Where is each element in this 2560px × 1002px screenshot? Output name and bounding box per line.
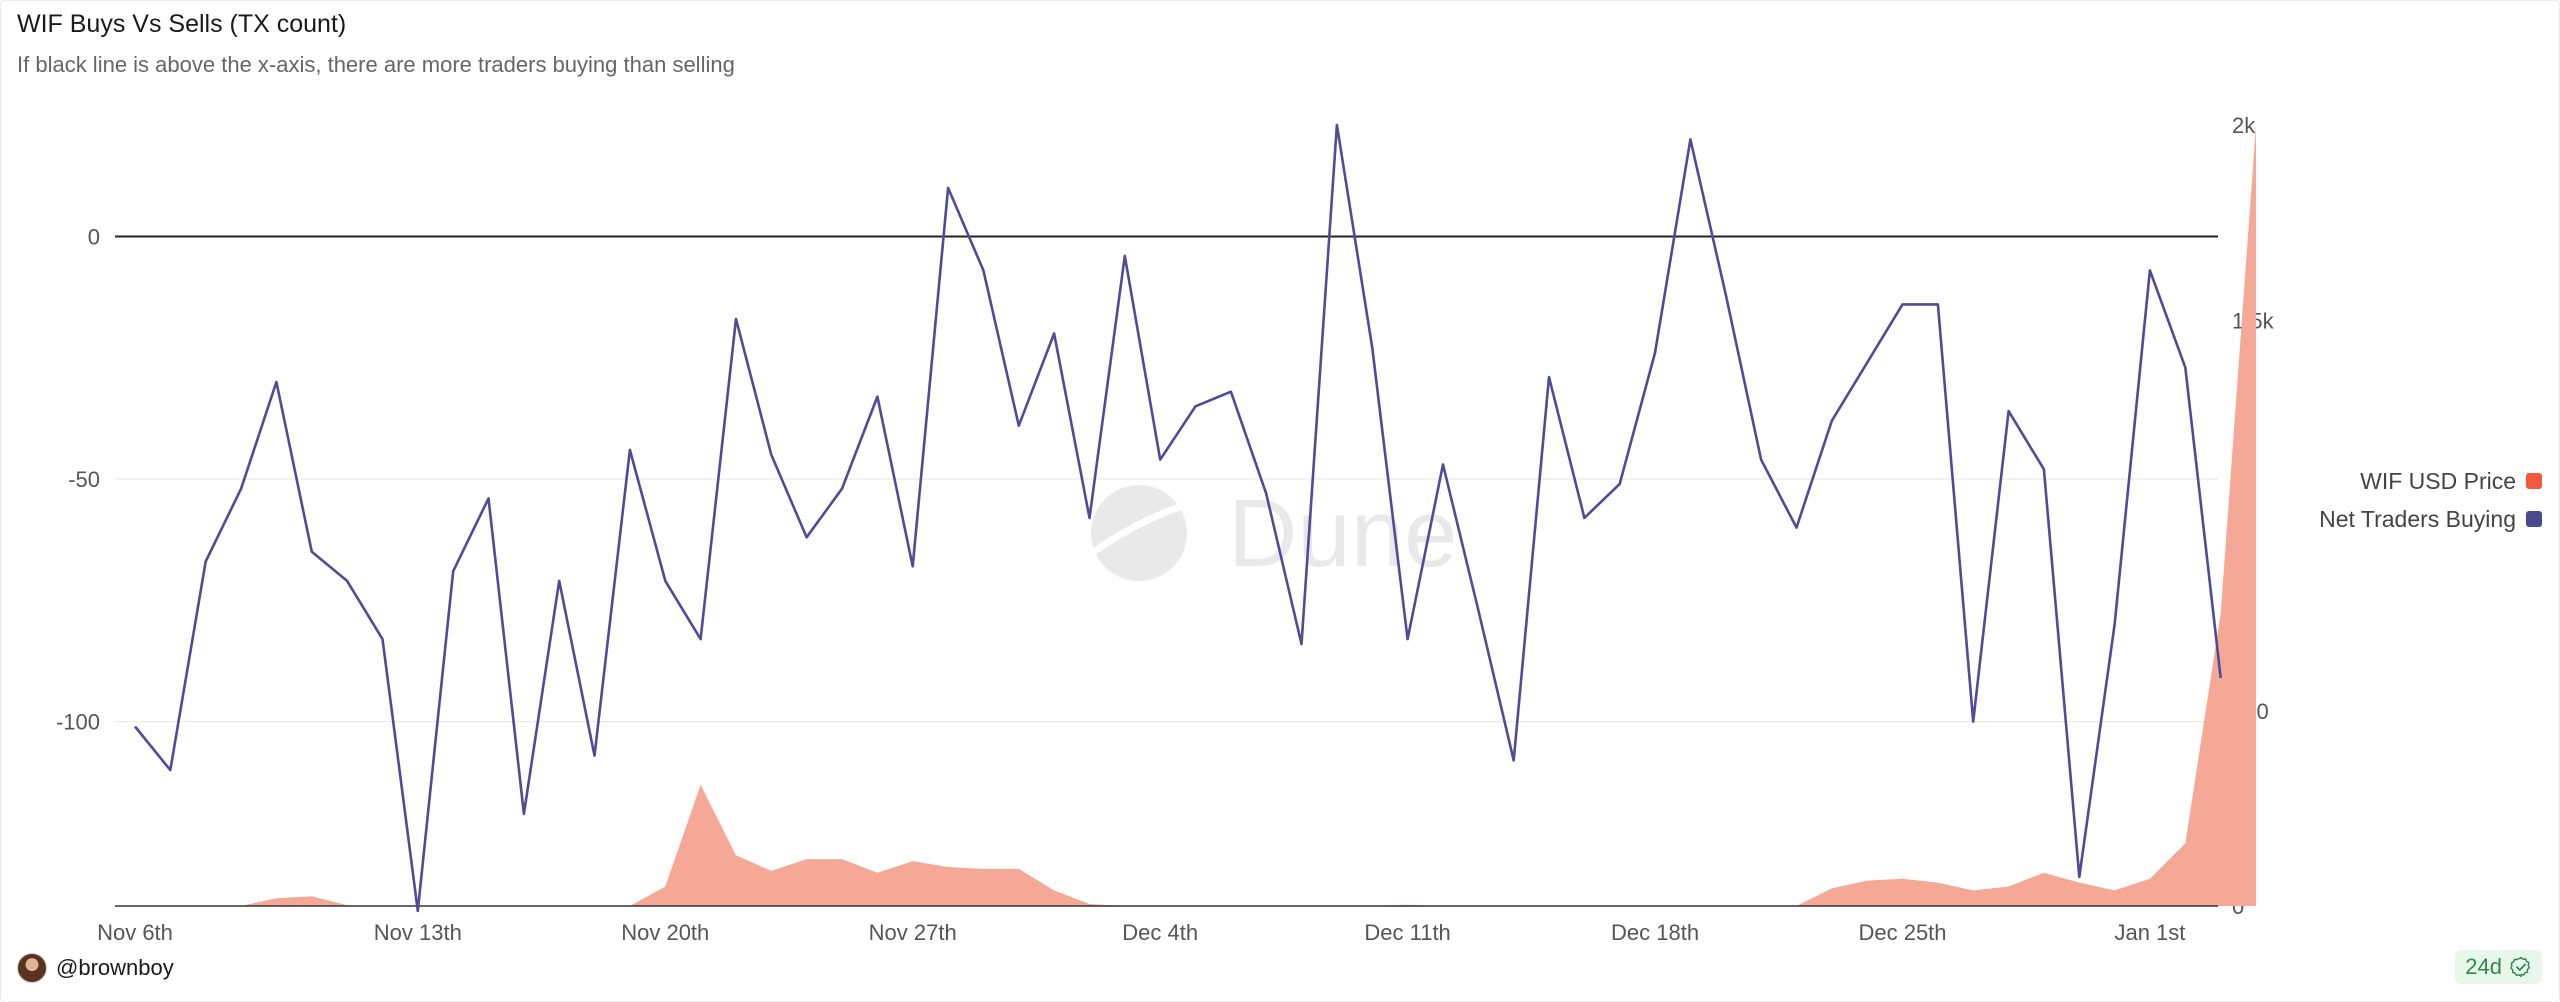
y-tick-label-left: -50: [68, 467, 100, 492]
series-line-net-traders-buying: [133, 123, 2222, 913]
x-tick-label: Dec 25th: [1858, 920, 1946, 945]
check-circle-icon: [2510, 956, 2530, 978]
legend-swatch-net: [2526, 511, 2542, 527]
chart-title: WIF Buys Vs Sells (TX count): [17, 10, 347, 38]
avatar: [17, 953, 47, 983]
x-tick-label: Nov 13th: [374, 920, 462, 945]
x-tick-label: Nov 6th: [97, 920, 173, 945]
author-username: @brownboy: [56, 955, 174, 980]
legend-label-price: WIF USD Price: [2360, 467, 2516, 494]
y-tick-label-left: 0: [88, 224, 100, 249]
x-tick-label: Nov 20th: [621, 920, 709, 945]
age-badge[interactable]: 24d: [2455, 950, 2542, 984]
legend-item-price[interactable]: WIF USD Price: [2319, 462, 2542, 500]
dune-logo-icon: [1091, 485, 1187, 581]
x-tick-label: Dec 4th: [1122, 920, 1198, 945]
chart-legend: WIF USD Price Net Traders Buying: [2319, 462, 2542, 538]
x-tick-label: Nov 27th: [869, 920, 957, 945]
legend-item-net[interactable]: Net Traders Buying: [2319, 500, 2542, 538]
age-badge-label: 24d: [2465, 954, 2502, 979]
x-tick-label: Dec 11th: [1364, 920, 1450, 945]
series-area-wif-usd-price: [135, 125, 2256, 906]
legend-label-net: Net Traders Buying: [2319, 505, 2516, 532]
y-tick-label-right: 2k: [2232, 113, 2256, 138]
y-tick-label-left: -100: [56, 710, 100, 735]
watermark-text: Dune: [1228, 480, 1458, 587]
legend-swatch-price: [2526, 473, 2542, 489]
chart-subtitle: If black line is above the x-axis, there…: [17, 52, 735, 77]
author-link[interactable]: @brownboy: [17, 953, 174, 983]
x-tick-label: Dec 18th: [1611, 920, 1699, 945]
x-tick-label: Jan 1st: [2114, 920, 2185, 945]
